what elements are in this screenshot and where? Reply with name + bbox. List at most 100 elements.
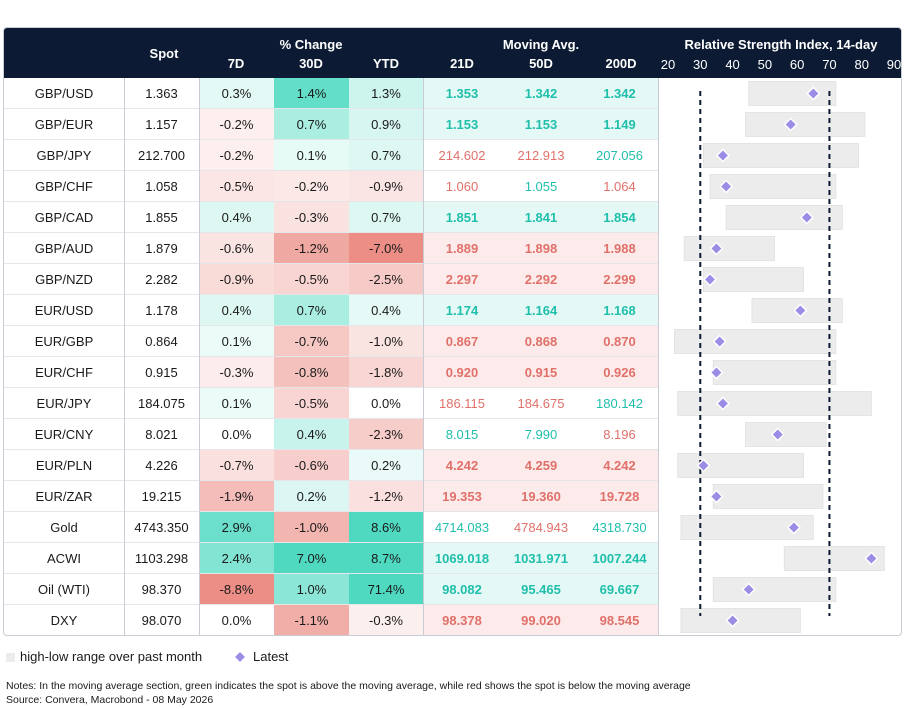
header-pct-change: % Change	[279, 37, 343, 52]
moving-avg-ma50: 4784.943	[501, 512, 581, 543]
moving-avg-ma21: 1.353	[423, 78, 501, 109]
moving-avg-ma21: 0.867	[423, 326, 501, 357]
pct-change-ytd: 71.4%	[349, 574, 423, 605]
pct-change-d30: 1.4%	[274, 78, 349, 109]
pct-change-d7: 2.4%	[199, 543, 274, 574]
moving-avg-ma200: 0.926	[581, 357, 658, 388]
rsi-range-bar	[683, 236, 775, 261]
spot-value: 0.915	[145, 365, 178, 380]
table-row: EUR/USD 1.178 0.4% 0.7% 0.4% 1.174 1.164 1.168	[4, 295, 901, 326]
row-divider	[4, 263, 658, 264]
header-7d: 7D	[227, 56, 245, 71]
moving-avg-ma200: 4318.730	[581, 512, 658, 543]
legend-range-swatch	[6, 653, 15, 662]
pct-change-d30: -0.5%	[274, 264, 349, 295]
moving-avg-ma21: 1.889	[423, 233, 501, 264]
moving-avg-ma50: 1.153	[501, 109, 581, 140]
spot-value: 1.157	[145, 117, 178, 132]
pct-change-d7: 0.0%	[199, 605, 274, 635]
moving-avg-ma21: 214.602	[423, 140, 501, 171]
pct-change-d30: -0.6%	[274, 450, 349, 481]
legend-range-label: high-low range over past month	[20, 649, 203, 664]
table-row: GBP/USD 1.363 0.3% 1.4% 1.3% 1.353 1.342 1.342	[4, 78, 901, 109]
pct-change-d7: -0.3%	[199, 357, 274, 388]
moving-avg-ma200: 1.064	[581, 171, 658, 202]
instrument-name: EUR/USD	[34, 303, 94, 318]
header-rsi-title: Relative Strength Index, 14-day	[684, 37, 878, 52]
pct-change-d30: -0.5%	[274, 388, 349, 419]
pct-change-ytd: -1.0%	[349, 326, 423, 357]
table-row: GBP/JPY 212.700 -0.2% 0.1% 0.7% 214.602 212.91…	[4, 140, 901, 171]
moving-avg-ma50: 1031.971	[501, 543, 581, 574]
moving-avg-ma21: 1.174	[423, 295, 501, 326]
table-row: GBP/EUR 1.157 -0.2% 0.7% 0.9% 1.153 1.153 1.149	[4, 109, 901, 140]
moving-avg-ma200: 0.870	[581, 326, 658, 357]
spot-value: 4.226	[145, 458, 178, 473]
pct-change-ytd: -1.2%	[349, 481, 423, 512]
row-divider	[4, 356, 658, 357]
rsi-range-bar	[783, 546, 885, 571]
moving-avg-ma200: 1.168	[581, 295, 658, 326]
moving-avg-ma200: 8.196	[581, 419, 658, 450]
rsi-tick-label: 50	[757, 57, 773, 72]
legend-latest-label: Latest	[253, 649, 289, 664]
rsi-tick-label: 20	[660, 57, 676, 72]
row-divider	[4, 635, 658, 636]
pct-change-d30: -0.3%	[274, 202, 349, 233]
pct-change-d7: 0.1%	[199, 326, 274, 357]
rsi-latest-marker	[696, 458, 711, 473]
moving-avg-ma200: 1.342	[581, 78, 658, 109]
moving-avg-ma200: 1.149	[581, 109, 658, 140]
pct-change-d30: 0.2%	[274, 481, 349, 512]
moving-avg-ma200: 98.545	[581, 605, 658, 635]
moving-avg-ma50: 212.913	[501, 140, 581, 171]
table-row: ACWI 1103.298 2.4% 7.0% 8.7% 1069.018 1031.971…	[4, 543, 901, 574]
row-divider	[4, 108, 658, 109]
row-divider	[4, 604, 658, 605]
rsi-range-bar	[745, 112, 866, 137]
divider-pct-ma	[423, 78, 424, 635]
pct-change-ytd: 0.7%	[349, 202, 423, 233]
pct-change-d30: -0.8%	[274, 357, 349, 388]
pct-change-d30: 0.1%	[274, 140, 349, 171]
spot-value: 1.855	[145, 210, 178, 225]
moving-avg-ma50: 4.259	[501, 450, 581, 481]
pct-change-d30: -0.2%	[274, 171, 349, 202]
instrument-name: EUR/CNY	[34, 427, 94, 442]
pct-change-d30: -1.1%	[274, 605, 349, 635]
pct-change-ytd: 0.9%	[349, 109, 423, 140]
row-divider	[4, 573, 658, 574]
rsi-latest-marker	[712, 334, 727, 349]
moving-avg-ma21: 186.115	[423, 388, 501, 419]
rsi-range-bar	[712, 360, 837, 385]
row-divider	[4, 542, 658, 543]
moving-avg-ma50: 1.342	[501, 78, 581, 109]
pct-change-ytd: 8.6%	[349, 512, 423, 543]
rsi-range-bar	[674, 329, 837, 354]
moving-avg-ma21: 98.378	[423, 605, 501, 635]
moving-avg-ma200: 180.142	[581, 388, 658, 419]
table-row: GBP/CAD 1.855 0.4% -0.3% 0.7% 1.851 1.841 1.854	[4, 202, 901, 233]
source-text: Source: Convera, Macrobond - 08 May 2026	[6, 694, 214, 706]
rsi-latest-marker	[709, 365, 724, 380]
moving-avg-ma200: 207.056	[581, 140, 658, 171]
moving-avg-ma50: 99.020	[501, 605, 581, 635]
pct-change-d7: -0.2%	[199, 140, 274, 171]
pct-change-ytd: -2.5%	[349, 264, 423, 295]
pct-change-d7: 0.3%	[199, 78, 274, 109]
spot-value: 1.879	[145, 241, 178, 256]
pct-change-d30: -1.2%	[274, 233, 349, 264]
row-divider	[4, 449, 658, 450]
moving-avg-ma21: 98.082	[423, 574, 501, 605]
row-divider	[4, 418, 658, 419]
header-moving-avg: Moving Avg.	[502, 37, 580, 52]
header-50d: 50D	[529, 56, 553, 71]
rsi-latest-marker	[793, 303, 808, 318]
moving-avg-ma50: 2.292	[501, 264, 581, 295]
rsi-latest-marker	[741, 582, 756, 597]
pct-change-d7: -0.9%	[199, 264, 274, 295]
header-200d: 200D	[605, 56, 637, 71]
instrument-name: EUR/CHF	[35, 365, 93, 380]
spot-value: 1.178	[145, 303, 178, 318]
table-row: Oil (WTI) 98.370 -8.8% 1.0% 71.4% 98.082 95.46…	[4, 574, 901, 605]
